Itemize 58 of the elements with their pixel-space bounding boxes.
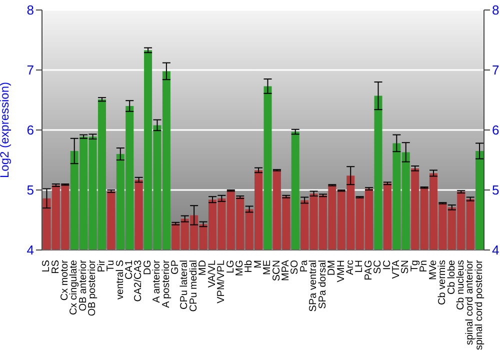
y-tick-label: 5 — [26, 182, 34, 198]
x-tick-label: SC — [372, 260, 384, 274]
x-tick-label: SPa dorsal — [317, 260, 328, 309]
x-tick-label: VA/VL — [206, 260, 218, 288]
x-tick-label: MPA — [280, 260, 292, 281]
x-tick-label: MD — [198, 260, 209, 276]
y2-tick-label: 6 — [492, 122, 500, 138]
x-tick-label: DG — [142, 260, 154, 275]
x-tick-label: VPM/VPL — [216, 260, 228, 304]
x-tick-label: M — [252, 260, 264, 268]
x-tick-label: CPu medial — [188, 260, 200, 312]
x-tick-label: Pn — [418, 260, 430, 272]
y-tick-label: 6 — [26, 122, 34, 138]
x-tick-label: LS — [41, 260, 52, 272]
x-tick-label: MVe — [428, 260, 439, 280]
x-tick-label: IC — [382, 260, 393, 270]
x-tick-label: A anterior — [152, 259, 163, 303]
y-tick-label: 7 — [26, 62, 34, 78]
y2-tick-label: 4 — [492, 242, 500, 258]
x-tick-label: ventral S — [114, 260, 126, 300]
x-tick-label: ME — [262, 260, 274, 275]
y2-tick-label: 5 — [492, 182, 500, 198]
x-tick-label: SCN — [271, 260, 282, 282]
x-tick-label: PAG — [363, 260, 374, 280]
y-tick-label: 4 — [26, 242, 34, 258]
x-tick-label: SN — [400, 260, 412, 274]
x-tick-label: CA1 — [124, 260, 135, 280]
x-tick-label: CPu lateral — [179, 260, 190, 310]
y2-tick-label: 8 — [492, 2, 500, 18]
x-tick-label: VMH — [336, 260, 347, 282]
x-tick-label: A posterior — [160, 259, 172, 308]
y-axis-title: Log2 (expression) — [0, 82, 12, 178]
x-tick-label: Cb lobe — [446, 260, 458, 294]
x-tick-label: SPa ventral — [308, 260, 320, 312]
x-tick-label: Tu — [106, 260, 117, 272]
x-tick-label: RS — [50, 260, 62, 274]
y2-tick-label: 7 — [492, 62, 500, 78]
x-tick-label: Pir — [96, 259, 108, 272]
x-tick-label: Cb nucleus — [455, 260, 466, 310]
x-tick-label: DM — [326, 260, 338, 276]
x-tick-label: spinal cord anterior — [464, 259, 476, 346]
x-tick-label: GP — [170, 260, 182, 274]
x-tick-label: CA2/CA3 — [133, 260, 144, 302]
x-tick-label: Cb vermis — [437, 260, 448, 306]
x-tick-label: Hb — [244, 260, 255, 273]
x-tick-label: LH — [354, 260, 366, 273]
x-tick-label: OB posterior — [87, 259, 98, 316]
x-tick-label: LG — [225, 260, 236, 274]
x-tick-label: spinal cord posterior — [474, 259, 485, 350]
y-tick-label: 8 — [26, 2, 34, 18]
x-tick-label: SO — [290, 260, 301, 274]
x-tick-label: Cx cingulate — [68, 260, 80, 316]
x-tick-label: MG — [234, 260, 246, 276]
x-tick-label: Pa — [298, 260, 310, 272]
x-tick-label: OB anterior — [78, 259, 89, 312]
x-tick-label: Arc — [344, 260, 356, 275]
x-tick-label: Tg — [409, 260, 420, 272]
x-tick-label: VTA — [391, 260, 402, 279]
